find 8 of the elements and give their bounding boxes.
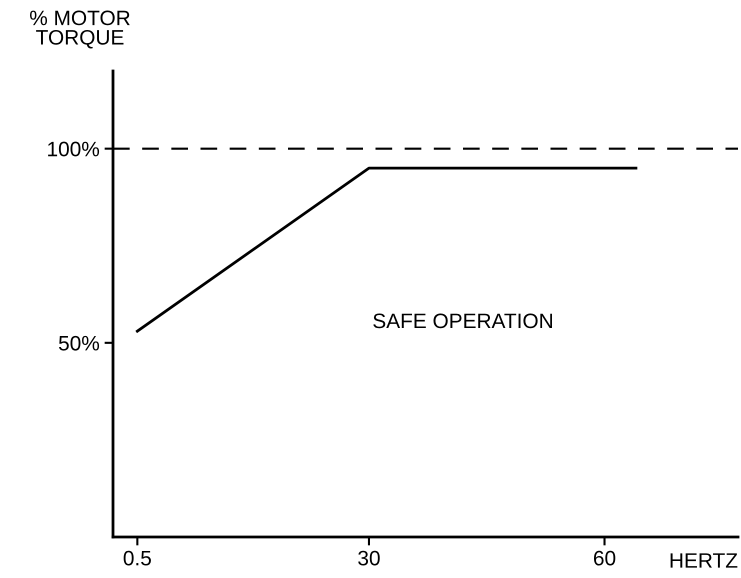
x-axis-title: HERTZ (670, 553, 738, 568)
x-tick-label: 0.5 (124, 550, 151, 566)
y-tick-label: 100% (48, 142, 100, 156)
annotation: SAFE OPERATION (373, 313, 552, 328)
x-tick-label: 60 (594, 550, 616, 566)
x-tick-label: 30 (358, 550, 380, 566)
y-axis-title: % MOTOR TORQUE (30, 10, 130, 48)
y-tick-label: 50% (58, 336, 100, 351)
